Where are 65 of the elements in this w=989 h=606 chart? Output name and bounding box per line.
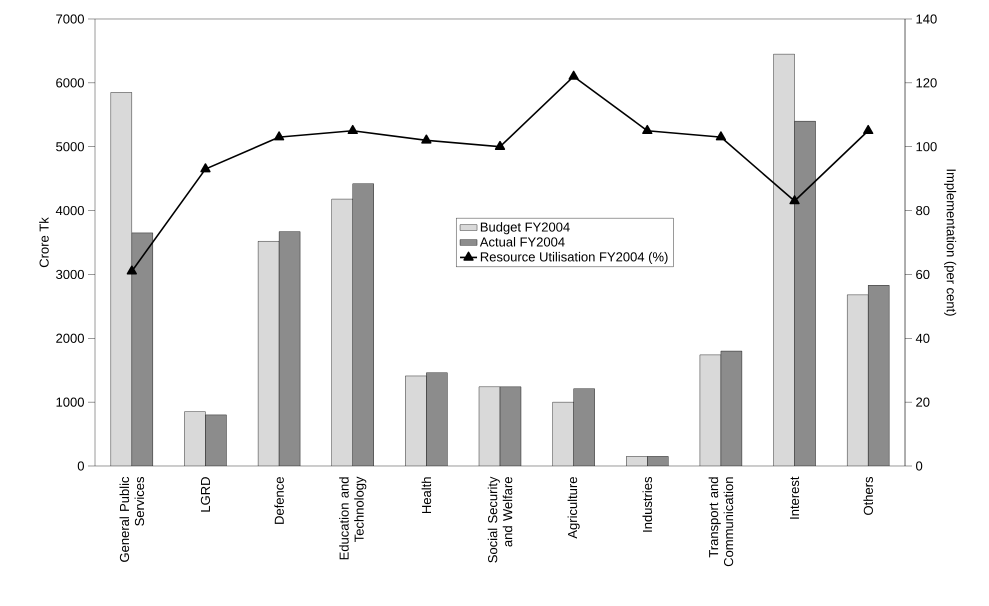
bar xyxy=(794,121,816,466)
y2-tick-label: 20 xyxy=(916,398,930,407)
x-tick-label: Social Security and Welfare xyxy=(488,476,512,563)
y2-tick-label: 100 xyxy=(916,142,937,152)
bar xyxy=(279,232,300,466)
bar xyxy=(405,376,426,466)
legend-label: Budget FY2004 xyxy=(480,222,570,234)
bar xyxy=(868,285,890,466)
x-tick-label: LGRD xyxy=(200,477,210,512)
point xyxy=(126,265,137,275)
point xyxy=(789,195,800,204)
bar xyxy=(700,354,721,466)
y-tick-label: 5000 xyxy=(56,142,84,152)
point xyxy=(494,140,506,150)
y-tick-label: 0 xyxy=(78,461,84,471)
x-tick-label: Health xyxy=(422,477,432,514)
x-tick-label: Transport and Communication xyxy=(708,477,734,566)
point xyxy=(421,134,432,144)
y-tick-label: 7000 xyxy=(56,14,84,24)
bar xyxy=(647,456,668,466)
y2-tick-label: 0 xyxy=(916,461,922,471)
bar xyxy=(500,386,522,466)
bar xyxy=(720,351,742,466)
legend-label: Resource Utilisation FY2004 (%) xyxy=(480,252,668,264)
x-tick-label: Agriculture xyxy=(568,477,580,539)
point xyxy=(568,70,579,80)
y2-tick-label: 80 xyxy=(916,206,930,216)
x-tick-label: Industries xyxy=(642,476,652,532)
bar xyxy=(846,294,868,466)
bar xyxy=(574,388,595,466)
x-tick-label: Others xyxy=(863,476,873,515)
bar xyxy=(352,184,374,466)
bar xyxy=(774,54,795,466)
y-axis-title: Crore Tk xyxy=(39,217,49,268)
y2-axis-title: Implementation (per cent) xyxy=(944,170,956,316)
x-tick-label: Education and Technology xyxy=(339,476,366,560)
y2-tick-label: 120 xyxy=(916,78,937,88)
x-tick-label: Interest xyxy=(790,476,800,519)
y-tick-label: 6000 xyxy=(56,78,84,88)
point xyxy=(274,131,284,140)
y2-tick-label: 60 xyxy=(916,270,930,280)
bar xyxy=(132,232,153,466)
x-tick-label: General Public Services xyxy=(120,476,144,562)
point xyxy=(642,124,652,134)
bar xyxy=(626,456,648,466)
y-tick-label: 1000 xyxy=(56,398,84,407)
bar xyxy=(479,386,500,466)
bar xyxy=(258,241,280,466)
point xyxy=(200,163,211,172)
bar xyxy=(552,402,574,466)
bar xyxy=(110,92,132,466)
point xyxy=(716,131,726,140)
x-tick-label: Defence xyxy=(274,477,284,524)
point xyxy=(348,124,358,134)
bar xyxy=(426,372,448,466)
legend-label: Actual FY2004 xyxy=(480,237,565,247)
point xyxy=(863,124,874,134)
y-tick-label: 3000 xyxy=(56,270,84,280)
bar xyxy=(184,412,206,466)
bar xyxy=(205,414,226,466)
y2-tick-label: 140 xyxy=(916,14,937,24)
y-tick-label: 4000 xyxy=(56,206,84,216)
y-tick-label: 2000 xyxy=(56,334,84,343)
y2-tick-label: 40 xyxy=(916,334,930,343)
bar xyxy=(332,199,353,466)
